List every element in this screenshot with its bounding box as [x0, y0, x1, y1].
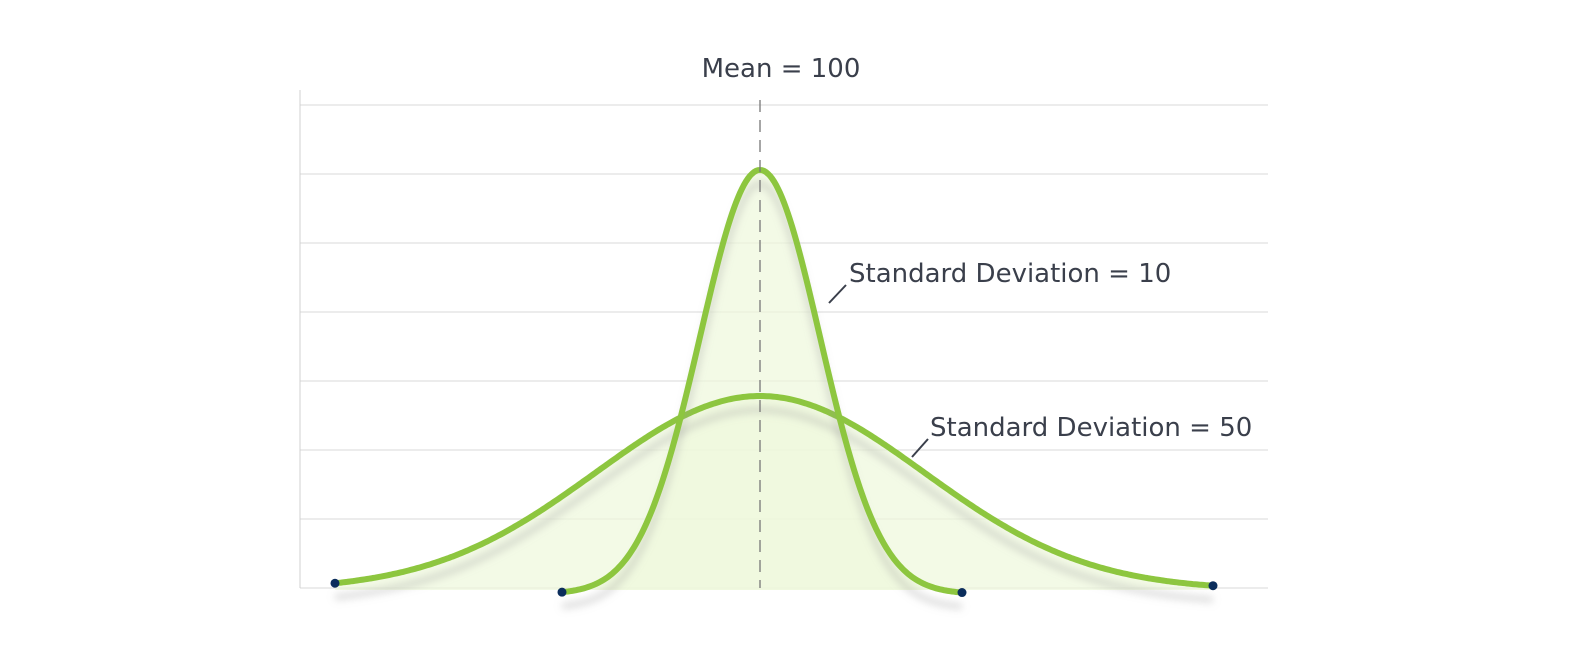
end-point: [330, 578, 340, 588]
mean-label: Mean = 100: [702, 54, 861, 84]
curve-shadow: [334, 407, 1214, 603]
narrow-label: Standard Deviation = 10: [849, 259, 1171, 289]
curve: [559, 166, 965, 596]
leader-line: [911, 438, 929, 458]
curves: [330, 166, 1218, 610]
end-point: [1208, 581, 1218, 591]
leader-line: [828, 284, 847, 304]
end-point: [557, 587, 567, 597]
wide-label: Standard Deviation = 50: [930, 413, 1252, 443]
curve: [332, 393, 1216, 589]
curve-shadow: [561, 180, 963, 610]
end-point: [957, 588, 967, 598]
